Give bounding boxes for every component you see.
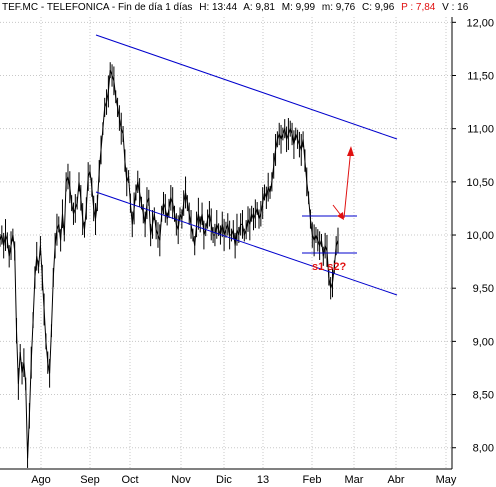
y-tick-label: 10,00 <box>466 230 494 242</box>
y-axis-labels: 12,00 11,50 11,00 10,50 10,00 9,50 9,00 8,50 8,0… <box>466 17 494 454</box>
y-tick-label: 9,50 <box>473 283 494 295</box>
channel-lower-line <box>95 191 398 296</box>
channel-upper-line <box>95 34 398 140</box>
header-title: TEF.MC - TELEFONICA - Fin de día 1 días … <box>2 2 469 13</box>
target-arrow-line <box>343 147 352 219</box>
y-tick-label: 8,50 <box>473 390 494 402</box>
y-tick-label: 8,00 <box>473 443 494 455</box>
y-tick-label: 10,50 <box>466 177 494 189</box>
x-axis-labels: Ago Sep Oct Nov Dic 13 Feb Mar Abr May <box>31 474 457 486</box>
header-high: H: 13:44 <box>199 2 237 13</box>
x-tick-label: Ago <box>31 474 51 486</box>
y-tick-label: 11,00 <box>467 124 494 136</box>
x-tick-label: 13 <box>257 474 269 486</box>
header-max: M: 9,99 <box>282 2 316 13</box>
header-p: P : 7,84 <box>401 2 436 13</box>
x-tick-label: Nov <box>171 474 191 486</box>
y-tick-label: 12,00 <box>466 17 494 29</box>
header-close: C: 9,96 <box>362 2 395 13</box>
header-symbol: TEF.MC - TELEFONICA - Fin de día 1 días <box>2 2 192 13</box>
y-tick-label: 11,50 <box>467 70 494 82</box>
header-min: m: 9,76 <box>322 2 356 13</box>
x-tick-label: Oct <box>121 474 138 486</box>
target-arrow-head <box>347 146 354 156</box>
x-tick-label: Abr <box>387 474 404 486</box>
overlay <box>95 34 398 296</box>
x-tick-label: May <box>436 474 457 486</box>
pullback-arrow-head <box>337 212 344 220</box>
x-tick-label: Feb <box>303 474 322 486</box>
plot-area <box>0 62 339 468</box>
x-tick-label: Dic <box>216 474 232 486</box>
y-tick-label: 9,00 <box>473 336 494 348</box>
header-ask: A: 9,81 <box>243 2 275 13</box>
support-annotation: s1 s2? <box>312 261 347 273</box>
header-change: V : 16 <box>442 2 469 13</box>
x-tick-label: Mar <box>345 474 364 486</box>
x-tick-label: Sep <box>80 474 100 486</box>
